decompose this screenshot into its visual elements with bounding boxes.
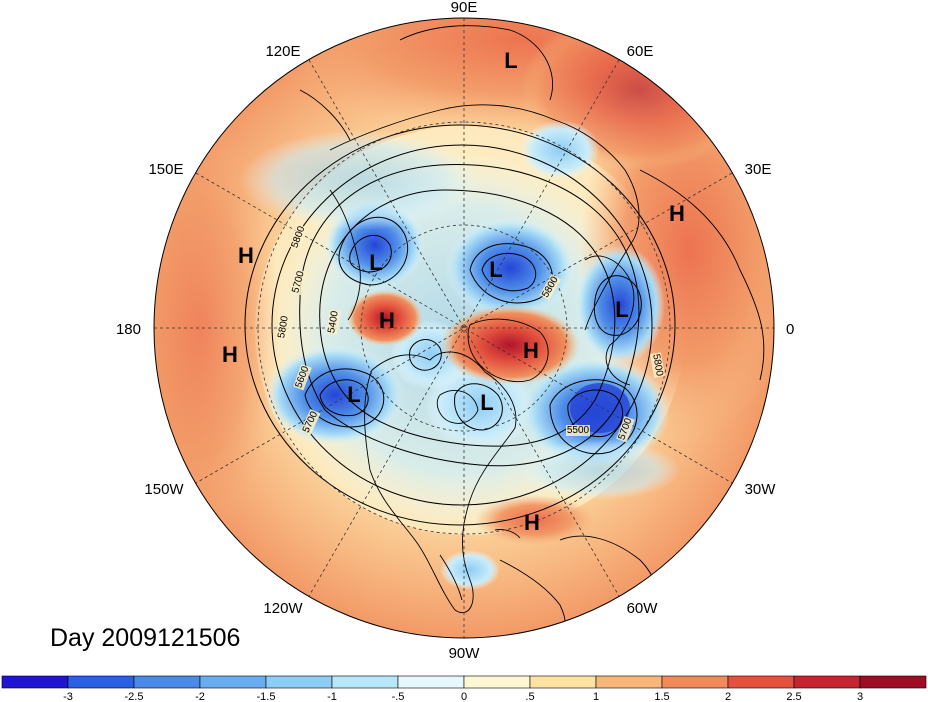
contour-label-bg: [293, 364, 312, 391]
low-pressure-marker: L: [369, 250, 382, 275]
longitude-label-60e: 60E: [627, 43, 654, 60]
colorbar-swatch: [1, 675, 69, 689]
contour-label: 5800: [650, 353, 665, 377]
low-pressure-marker: L: [615, 297, 628, 322]
colorbar-swatch: [793, 675, 861, 689]
colorbar-swatch: [661, 675, 729, 689]
longitude-labels: 90E 60E 30E 0 30W 60W 90W 120W 150W 180 150E 120E: [116, 0, 794, 662]
contour-label: 5800: [276, 315, 291, 339]
day-title: Day 2009121506: [50, 624, 240, 652]
high-pressure-marker: H: [524, 510, 540, 535]
longitude-label-30e: 30E: [745, 161, 772, 178]
colorbar-swatch: [265, 675, 333, 689]
colorbar-swatch: [595, 675, 663, 689]
contour-label-bg: [616, 416, 635, 443]
colorbar-label: -.5: [392, 691, 405, 702]
longitude-label-0: 0: [786, 321, 794, 338]
colorbar-swatch: [859, 675, 927, 689]
longitude-label-120w: 120W: [263, 600, 303, 617]
longitude-label-30w: 30W: [745, 481, 777, 498]
colorbar-swatch: [199, 675, 267, 689]
low-pressure-marker: L: [480, 390, 493, 415]
longitude-label-120e: 120E: [265, 43, 300, 60]
coastlines: [299, 25, 765, 638]
longitude-label-150e: 150E: [148, 161, 183, 178]
colorbar-label: 0: [461, 691, 467, 702]
colorbar-label: -2: [195, 691, 205, 702]
height-contours: [244, 124, 676, 526]
colorbar-label: 1.5: [654, 691, 669, 702]
colorbar-label: -1.5: [257, 691, 276, 702]
graticule: [154, 18, 774, 638]
contour-label-bg: [539, 274, 562, 301]
longitude-label-90w: 90W: [449, 645, 481, 662]
colorbar-swatch: [331, 675, 399, 689]
contour-label-bg: [300, 409, 321, 436]
contour-label-bg: [290, 269, 307, 296]
longitude-label-60w: 60W: [627, 600, 659, 617]
high-pressure-marker: H: [238, 243, 254, 268]
high-pressure-marker: H: [222, 342, 238, 367]
pressure-system-markers: L H H L L L H H H L L H: [222, 48, 685, 535]
longitude-label-150w: 150W: [144, 481, 184, 498]
contour-label-bg: [289, 224, 308, 251]
colorbar-swatch: [67, 675, 135, 689]
colorbar-label: -2.5: [125, 691, 144, 702]
low-pressure-marker: L: [489, 257, 502, 282]
contour-label-bg: [325, 309, 341, 335]
contour-label-bg: [650, 352, 666, 378]
colorbar-label: 3: [857, 691, 863, 702]
anomaly-shading: [154, 18, 774, 638]
colorbar-swatch: [397, 675, 465, 689]
colorbar-swatch: [529, 675, 597, 689]
colorbar-label: 1: [593, 691, 599, 702]
contour-label: 5400: [326, 310, 341, 334]
contour-label-bg: [566, 425, 590, 436]
colorbar-label: 2: [725, 691, 731, 702]
high-pressure-marker: H: [523, 338, 539, 363]
colorbar-label: .5: [525, 691, 534, 702]
colorbar-swatch: [133, 675, 201, 689]
contour-label-bg: [275, 314, 291, 340]
longitude-label-180: 180: [116, 321, 141, 338]
colorbar: -3 -2.5 -2 -1.5 -1 -.5 0 .5 1 1.5 2 2.5 3: [1, 675, 927, 702]
colorbar-swatch: [463, 675, 531, 689]
low-pressure-marker: L: [504, 48, 517, 73]
longitude-label-90e: 90E: [451, 0, 478, 16]
colorbar-label: 2.5: [786, 691, 801, 702]
low-pressure-marker: L: [347, 382, 360, 407]
high-pressure-marker: H: [379, 308, 395, 333]
colorbar-label: -1: [327, 691, 337, 702]
globe-edge: [153, 17, 775, 639]
high-pressure-marker: H: [669, 201, 685, 226]
contour-label: 5500: [567, 425, 590, 436]
colorbar-label: -3: [63, 691, 73, 702]
colorbar-swatch: [727, 675, 795, 689]
